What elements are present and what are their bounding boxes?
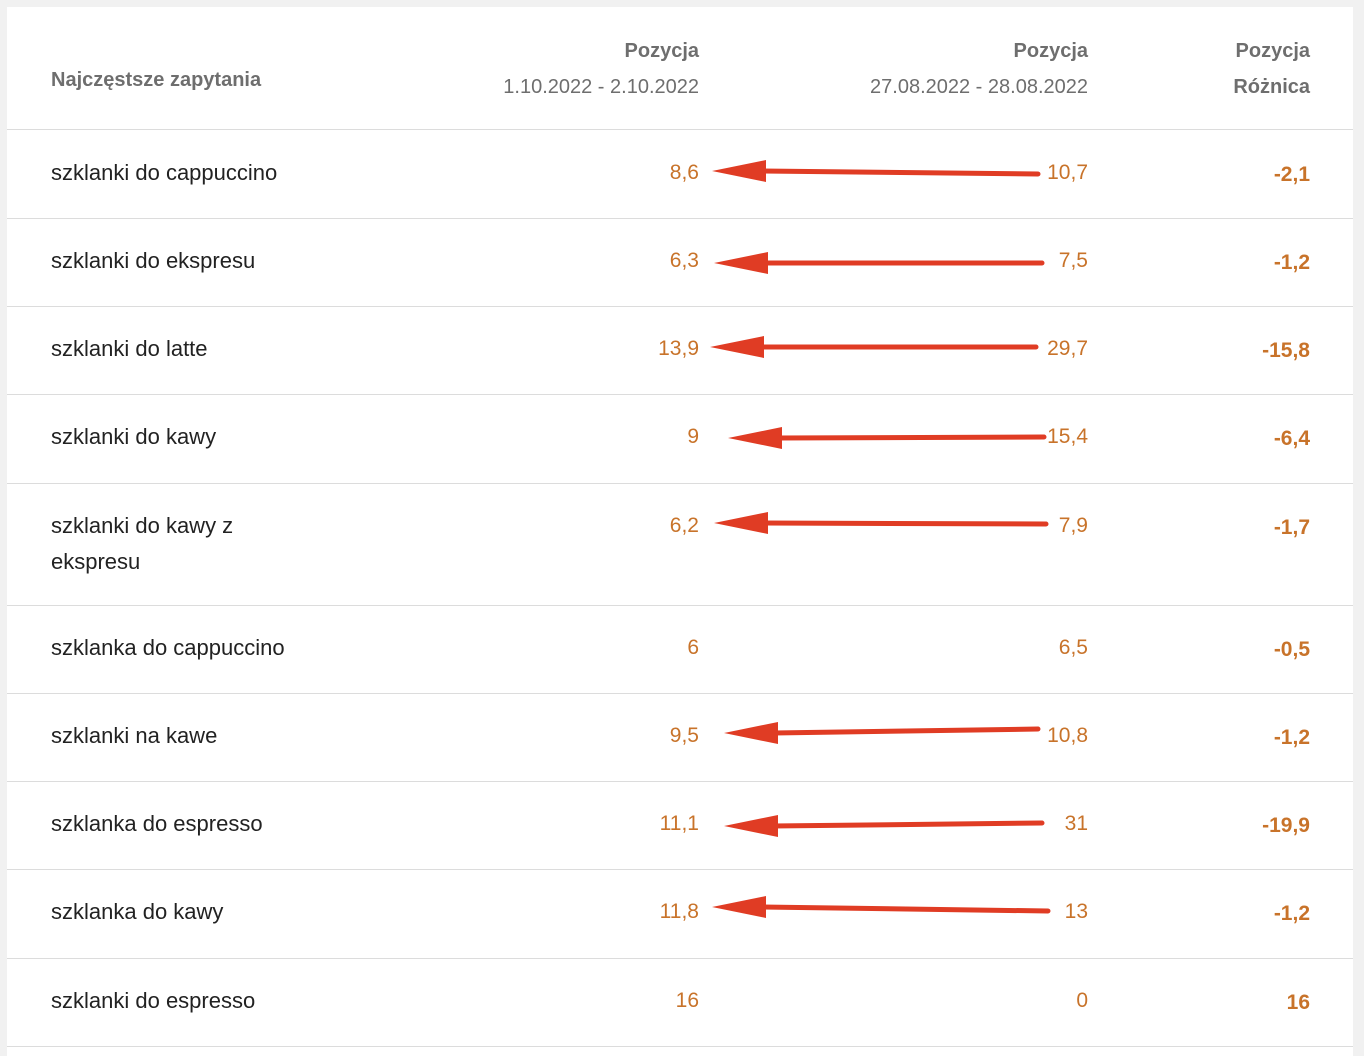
table-row[interactable]: szklanka do kawy 11,8 13 -1,2 <box>7 870 1353 959</box>
position-previous: 29,7 <box>1047 337 1088 360</box>
header-position-previous-title: Pozycja <box>1013 40 1088 62</box>
position-difference: -6,4 <box>1273 427 1310 450</box>
position-previous: 10,8 <box>1047 724 1088 747</box>
query-text: szklanki do kawy <box>51 424 217 449</box>
table-row[interactable]: szklanki do ekspresu 6,3 7,5 -1,2 <box>7 219 1353 307</box>
query-text: szklanki do latte <box>51 336 208 361</box>
position-previous: 7,9 <box>1058 514 1088 537</box>
header-position-current[interactable]: Pozycja 1.10.2022 - 2.10.2022 <box>503 33 699 105</box>
header-position-difference-sub: Różnica <box>1233 76 1310 98</box>
position-difference: -0,5 <box>1273 638 1310 661</box>
query-text: szklanki do espresso <box>51 988 256 1013</box>
position-current: 6,2 <box>669 514 699 537</box>
query-text: szklanki na kawe <box>51 723 218 748</box>
table-header: Najczęstsze zapytania Pozycja 1.10.2022 … <box>7 7 1353 130</box>
position-difference: -19,9 <box>1262 814 1310 837</box>
query-text: szklanki do ekspresu <box>51 248 256 273</box>
position-difference: -2,1 <box>1273 163 1310 186</box>
query-text: szklanka do espresso <box>51 811 263 836</box>
position-previous: 10,7 <box>1047 161 1088 184</box>
query-text: szklanki do cappuccino <box>51 160 278 185</box>
position-current: 9 <box>687 425 699 448</box>
header-queries: Najczęstsze zapytania <box>51 69 262 91</box>
query-text: szklanka do cappuccino <box>51 635 285 660</box>
position-current: 9,5 <box>669 724 699 747</box>
position-current: 16 <box>675 989 699 1012</box>
position-previous: 0 <box>1076 989 1088 1012</box>
table-row[interactable]: szklanki do espresso 16 0 16 <box>7 959 1353 1047</box>
position-current: 13,9 <box>658 337 699 360</box>
position-difference: -1,2 <box>1273 251 1310 274</box>
position-difference: -1,7 <box>1273 516 1310 539</box>
position-current: 8,6 <box>669 161 699 184</box>
header-position-current-range: 1.10.2022 - 2.10.2022 <box>503 76 699 98</box>
position-difference: 16 <box>1286 991 1310 1014</box>
query-text: szklanki do kawy z ekspresu <box>51 513 234 574</box>
position-previous: 13 <box>1064 900 1088 923</box>
table-row[interactable]: szklanki do kawy 9 15,4 -6,4 <box>7 395 1353 484</box>
header-position-previous-range: 27.08.2022 - 28.08.2022 <box>870 76 1088 98</box>
query-text: szklanka do kawy <box>51 899 224 924</box>
table-row[interactable]: szklanka do cappuccino 6 6,5 -0,5 <box>7 606 1353 694</box>
position-difference: -1,2 <box>1273 902 1310 925</box>
position-current: 6 <box>687 636 699 659</box>
position-current: 11,8 <box>659 900 699 923</box>
position-previous: 6,5 <box>1058 636 1088 659</box>
position-previous: 15,4 <box>1047 425 1088 448</box>
position-difference: -1,2 <box>1273 726 1310 749</box>
header-position-difference-title: Pozycja <box>1235 40 1310 62</box>
table-row[interactable]: szklanki na kawe 9,5 10,8 -1,2 <box>7 694 1353 782</box>
queries-table: Najczęstsze zapytania Pozycja 1.10.2022 … <box>7 7 1353 1056</box>
position-previous: 7,5 <box>1058 249 1088 272</box>
position-current: 6,3 <box>669 249 699 272</box>
table-row[interactable]: szklanka do espresso 11,1 31 -19,9 <box>7 782 1353 870</box>
table-row[interactable]: szklanki do kawy z ekspresu 6,2 7,9 -1,7 <box>7 484 1353 606</box>
position-current: 11,1 <box>659 812 699 835</box>
position-previous: 31 <box>1064 812 1088 835</box>
table-row[interactable]: szklanki do latte 13,9 29,7 -15,8 <box>7 307 1353 395</box>
header-position-difference[interactable]: Pozycja Różnica <box>1233 33 1310 105</box>
header-position-previous[interactable]: Pozycja 27.08.2022 - 28.08.2022 <box>870 33 1088 105</box>
position-difference: -15,8 <box>1262 339 1310 362</box>
table-row[interactable]: szklanki do cappuccino 8,6 10,7 -2,1 <box>7 130 1353 219</box>
header-position-current-title: Pozycja <box>624 40 699 62</box>
